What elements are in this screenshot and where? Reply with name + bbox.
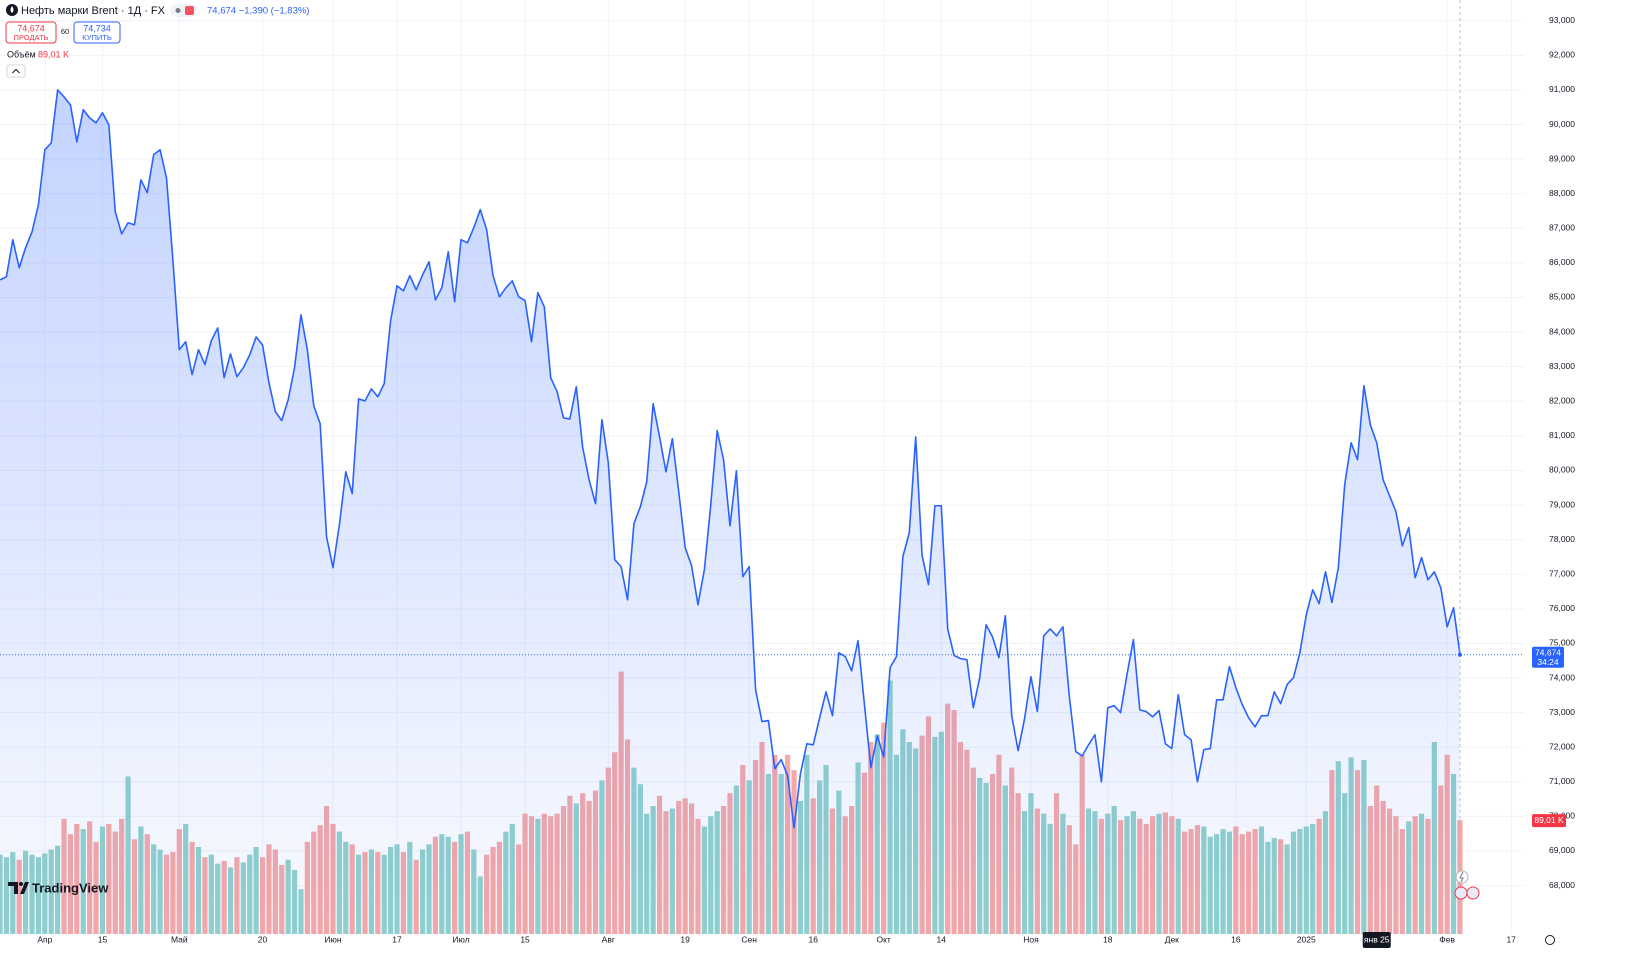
symbol-title: Нефть марки Brent · 1Д · FX <box>21 5 166 17</box>
flag-icon[interactable] <box>1454 886 1468 900</box>
x-tick-label: 19 <box>680 934 690 944</box>
status-icon <box>185 6 194 15</box>
crosshair-x-badge <box>1362 932 1391 948</box>
x-tick-label: 14 <box>937 934 947 944</box>
x-tick-label: 2025 <box>1297 934 1316 944</box>
plot <box>0 0 1524 934</box>
symbol-drop <box>10 6 14 13</box>
y-tick-label: 82,000 <box>1549 396 1575 406</box>
y-tick-label: 72,000 <box>1549 741 1575 751</box>
y-tick-label: 86,000 <box>1549 257 1575 267</box>
x-tick-label: Авг <box>602 934 615 944</box>
y-tick-label: 90,000 <box>1549 119 1575 129</box>
x-tick-label: Июл <box>452 934 469 944</box>
spread: 60 <box>61 27 69 36</box>
y-tick-label: 76,000 <box>1549 603 1575 613</box>
x-tick-label: 16 <box>1231 934 1241 944</box>
brand-name: TradingView <box>32 880 109 895</box>
volume-badge-label: 89,01 K <box>1534 815 1564 825</box>
axes: 68,00069,00070,00071,00072,00073,00074,0… <box>37 15 1575 948</box>
y-tick-label: 92,000 <box>1549 50 1575 60</box>
volume-badge <box>1532 814 1566 828</box>
y-tick-label: 75,000 <box>1549 638 1575 648</box>
x-tick-label: 18 <box>1103 934 1113 944</box>
x-tick-label: 15 <box>520 934 530 944</box>
last-point <box>1457 652 1462 657</box>
y-tick-label: 68,000 <box>1549 880 1575 890</box>
branding: TradingView <box>8 880 109 895</box>
y-tick-label: 83,000 <box>1549 361 1575 371</box>
price-badge-label: 74,674 <box>1535 647 1561 657</box>
y-tick-label: 73,000 <box>1549 707 1575 717</box>
x-tick-label: 15 <box>98 934 108 944</box>
sell-price: 74,674 <box>17 23 45 33</box>
volume-title: Объём <box>7 49 36 59</box>
x-tick-label: Май <box>171 934 188 944</box>
volume-value: 89,01 K <box>38 49 69 59</box>
y-tick-label: 71,000 <box>1549 776 1575 786</box>
y-tick-label: 78,000 <box>1549 534 1575 544</box>
x-tick-label: Фев <box>1439 934 1455 944</box>
sell-button[interactable] <box>5 21 57 44</box>
x-tick-label: 16 <box>808 934 818 944</box>
countdown: 34:24 <box>1537 657 1559 667</box>
y-tick-label: 77,000 <box>1549 568 1575 578</box>
price-area <box>0 89 1460 934</box>
x-tick-label: Окт <box>876 934 890 944</box>
y-tick-label: 91,000 <box>1549 84 1575 94</box>
status-dot <box>175 8 181 13</box>
y-tick-label: 84,000 <box>1549 326 1575 336</box>
logo-mark-2 <box>20 882 29 894</box>
y-tick-label: 93,000 <box>1549 15 1575 25</box>
logo-mark <box>8 882 18 894</box>
x-tick-label: Ноя <box>1023 934 1039 944</box>
price-badge <box>1532 646 1564 668</box>
flag-icon-2[interactable] <box>1466 886 1480 900</box>
x-tick-label: 17 <box>392 934 402 944</box>
y-tick-label: 85,000 <box>1549 292 1575 302</box>
price-change: 74,674 −1,390 (−1,83%) <box>207 6 309 17</box>
collapse-button[interactable] <box>6 64 26 78</box>
logo-dot <box>19 882 23 886</box>
y-tick-label: 80,000 <box>1549 465 1575 475</box>
header: Нефть марки Brent · 1Д · FX 74,674 −1,39… <box>5 4 309 78</box>
x-tick-label: Дек <box>1165 934 1179 944</box>
x-tick-label: Сен <box>741 934 757 944</box>
event-bolt <box>1459 871 1464 883</box>
buy-label: КУПИТЬ <box>82 33 112 42</box>
y-tick-label: 79,000 <box>1549 499 1575 509</box>
y-tick-label: 89,000 <box>1549 153 1575 163</box>
y-tick-label: 81,000 <box>1549 430 1575 440</box>
event-icon[interactable] <box>1455 870 1469 884</box>
x-tick-label: 17 <box>1506 934 1516 944</box>
crosshair-x-label: янв 25 <box>1364 934 1390 944</box>
x-tick-label: 20 <box>258 934 268 944</box>
price-line <box>0 89 1461 829</box>
collapse-chevron <box>12 68 20 74</box>
y-tick-label: 69,000 <box>1549 845 1575 855</box>
sell-label: ПРОДАТЬ <box>14 33 49 42</box>
buy-button[interactable] <box>73 21 121 44</box>
y-tick-label: 74,000 <box>1549 672 1575 682</box>
settings-icon[interactable] <box>1545 935 1555 945</box>
buy-price: 74,734 <box>83 23 111 33</box>
y-tick-label: 88,000 <box>1549 188 1575 198</box>
x-tick-label: Июн <box>324 934 341 944</box>
y-tick-label: 87,000 <box>1549 223 1575 233</box>
x-tick-label: Апр <box>37 934 52 944</box>
